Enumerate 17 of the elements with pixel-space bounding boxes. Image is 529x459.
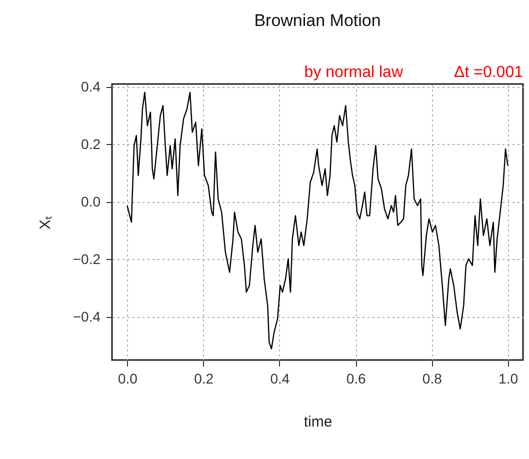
y-tick-label: −0.4 <box>72 308 101 324</box>
y-tick-label: 0.0 <box>81 193 101 210</box>
y-tick-label: 0.4 <box>81 78 101 94</box>
x-tick-label: 1.0 <box>498 370 518 386</box>
y-tick-label: −0.2 <box>72 250 101 267</box>
x-tick-label: 0.4 <box>270 370 290 386</box>
x-tick-label: 0.0 <box>118 370 138 386</box>
chart-subtitle: by normal law <box>304 64 404 81</box>
x-tick-label: 0.8 <box>422 370 442 386</box>
x-tick-label: 0.6 <box>346 370 366 386</box>
y-axis-title: Xₜ <box>36 215 54 230</box>
text: Δt =0.001 <box>454 64 524 81</box>
chart-title: Brownian Motion <box>254 11 381 30</box>
x-axis-title: time <box>304 414 332 430</box>
y-tick-label: 0.2 <box>81 136 101 152</box>
line-series <box>126 92 508 350</box>
x-tick-label: 0.2 <box>194 370 214 386</box>
